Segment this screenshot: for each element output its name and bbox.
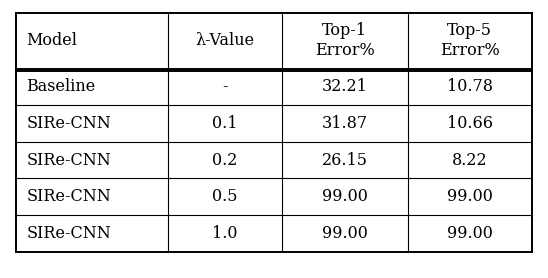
Text: 32.21: 32.21 xyxy=(322,78,368,95)
Text: Baseline: Baseline xyxy=(26,78,95,95)
Text: 31.87: 31.87 xyxy=(322,115,368,132)
Text: 10.66: 10.66 xyxy=(447,115,493,132)
Text: 0.2: 0.2 xyxy=(213,152,238,169)
Text: SIRe-CNN: SIRe-CNN xyxy=(26,152,111,169)
Text: 10.78: 10.78 xyxy=(447,78,493,95)
Text: 99.00: 99.00 xyxy=(447,225,493,242)
Text: 0.1: 0.1 xyxy=(212,115,238,132)
Text: Top-1
Error%: Top-1 Error% xyxy=(315,22,375,59)
Text: Model: Model xyxy=(26,32,77,49)
Text: -: - xyxy=(222,78,228,95)
Text: 99.00: 99.00 xyxy=(447,188,493,205)
Text: 99.00: 99.00 xyxy=(322,188,368,205)
Text: SIRe-CNN: SIRe-CNN xyxy=(26,188,111,205)
Text: λ-Value: λ-Value xyxy=(196,32,255,49)
Text: SIRe-CNN: SIRe-CNN xyxy=(26,115,111,132)
Text: Top-5
Error%: Top-5 Error% xyxy=(440,22,500,59)
Text: 8.22: 8.22 xyxy=(452,152,488,169)
Text: 1.0: 1.0 xyxy=(212,225,238,242)
Text: 26.15: 26.15 xyxy=(322,152,368,169)
Text: 0.5: 0.5 xyxy=(212,188,238,205)
Text: 99.00: 99.00 xyxy=(322,225,368,242)
Text: SIRe-CNN: SIRe-CNN xyxy=(26,225,111,242)
